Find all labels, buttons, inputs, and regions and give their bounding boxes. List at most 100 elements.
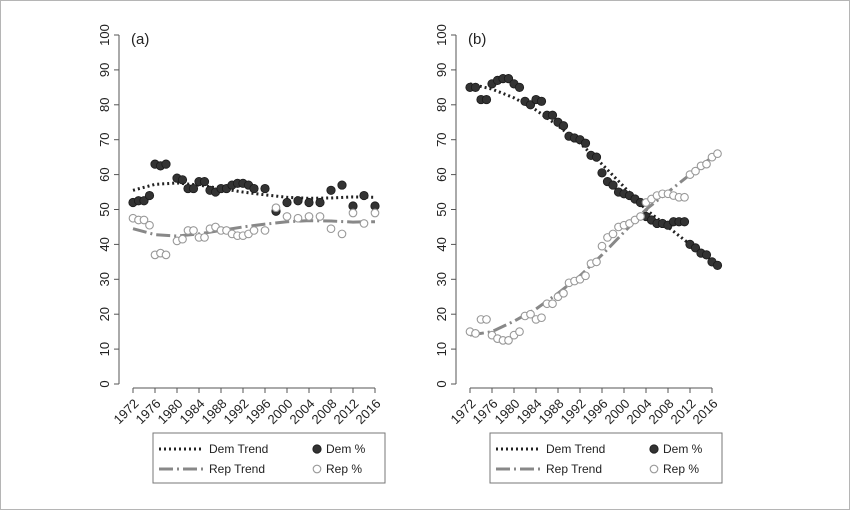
dem-percent-point [591,152,602,162]
dem-percent-point [690,243,701,253]
rep-percent-point [471,329,480,338]
rep-percent-point [370,208,380,218]
rep-percent-point [504,336,513,345]
y-tick-label: 90 [434,63,449,77]
dem-percent-point [260,183,270,194]
rep-percent-point [548,299,557,309]
legend-box [152,432,386,484]
y-tick-label: 70 [434,132,449,146]
rep-percent-point [337,229,347,239]
y-tick-label: 90 [97,63,112,77]
dem-percent-point [304,197,314,208]
dem-percent-point [139,196,149,206]
y-tick-label: 60 [97,167,112,181]
y-tick-label: 40 [434,237,449,251]
rep-percent-point [304,212,314,221]
dem-percent-point [199,176,210,187]
y-tick-label: 50 [434,202,449,216]
dem-percent-point [712,260,723,270]
dem-percent-point [359,190,369,201]
panel-label: (b) [468,31,486,48]
legend-swatch-rep-percent [649,464,659,474]
legend-swatch-dem-percent [312,444,322,454]
dem-percent-point [608,180,618,190]
legend-box [489,432,723,484]
rep-percent-point [200,233,209,242]
y-tick-label: 100 [434,24,449,46]
rep-percent-point [293,213,303,223]
dem-percent-point [161,159,171,169]
dem-percent-point [525,100,536,110]
dem-percent-point [701,250,712,260]
y-tick-label: 10 [97,342,112,356]
y-tick-label: 30 [434,272,449,286]
dem-trend-line [132,181,376,200]
y-tick-label: 20 [97,307,112,321]
rep-percent-point [326,224,336,234]
dem-percent-point [679,217,690,227]
dem-percent-point [597,168,607,178]
dem-percent-point [536,96,547,106]
rep-percent-point [282,212,292,221]
rep-percent-point [178,234,187,244]
y-tick-label: 0 [97,380,112,387]
dem-percent-point [177,175,188,185]
dem-percent-point [580,138,591,148]
rep-percent-point [359,219,369,228]
rep-percent-point [559,288,568,298]
rep-percent-point [139,215,149,225]
rep-percent-point [482,315,491,324]
rep-percent-point [537,313,546,323]
rep-percent-point [515,327,524,337]
rep-percent-point [271,203,281,213]
rep-percent-point [145,220,154,230]
rep-percent-point [161,250,171,260]
panel-label: (a) [131,31,149,48]
legend-label: Dem % [663,442,703,456]
rep-percent-point [348,208,358,218]
legend-label: Rep % [326,462,362,476]
rep-percent-point [260,226,270,235]
rep-percent-point [249,226,259,235]
rep-trend-line [469,155,713,337]
dem-percent-point [558,121,569,131]
legend-label: Rep Trend [209,462,265,476]
dem-percent-point [503,74,514,84]
dem-percent-point [514,82,525,92]
rep-percent-point [526,309,535,319]
dem-trend-line [469,82,713,264]
dem-percent-point [293,196,303,206]
y-tick-label: 10 [434,342,449,356]
rep-percent-point [581,271,590,281]
legend-swatch-dem-percent [649,444,659,454]
rep-percent-point [713,149,722,159]
legend-label: Rep Trend [546,462,602,476]
rep-percent-point [608,229,618,239]
rep-percent-point [680,192,689,202]
dem-percent-point [337,180,347,190]
chart-panel-b: 0102030405060708090100197219761980198419… [434,24,723,484]
dem-percent-point [315,197,325,208]
x-tick-label: 2016 [352,396,383,427]
legend-label: Dem % [326,442,366,456]
legend-label: Rep % [663,462,699,476]
dem-percent-point [481,94,492,105]
dem-percent-point [547,110,558,120]
y-tick-label: 80 [97,98,112,112]
dem-percent-point [144,190,155,201]
rep-percent-point [702,159,711,169]
dem-percent-point [282,197,292,208]
legend-label: Dem Trend [209,442,268,456]
y-tick-label: 50 [97,202,112,216]
rep-percent-point [315,212,325,221]
y-tick-label: 40 [97,237,112,251]
legend-label: Dem Trend [546,442,605,456]
y-tick-label: 70 [97,132,112,146]
rep-percent-point [636,212,645,221]
rep-percent-point [189,226,198,235]
y-tick-label: 0 [434,380,449,387]
legend-swatch-rep-percent [312,464,322,474]
rep-percent-point [597,241,607,251]
